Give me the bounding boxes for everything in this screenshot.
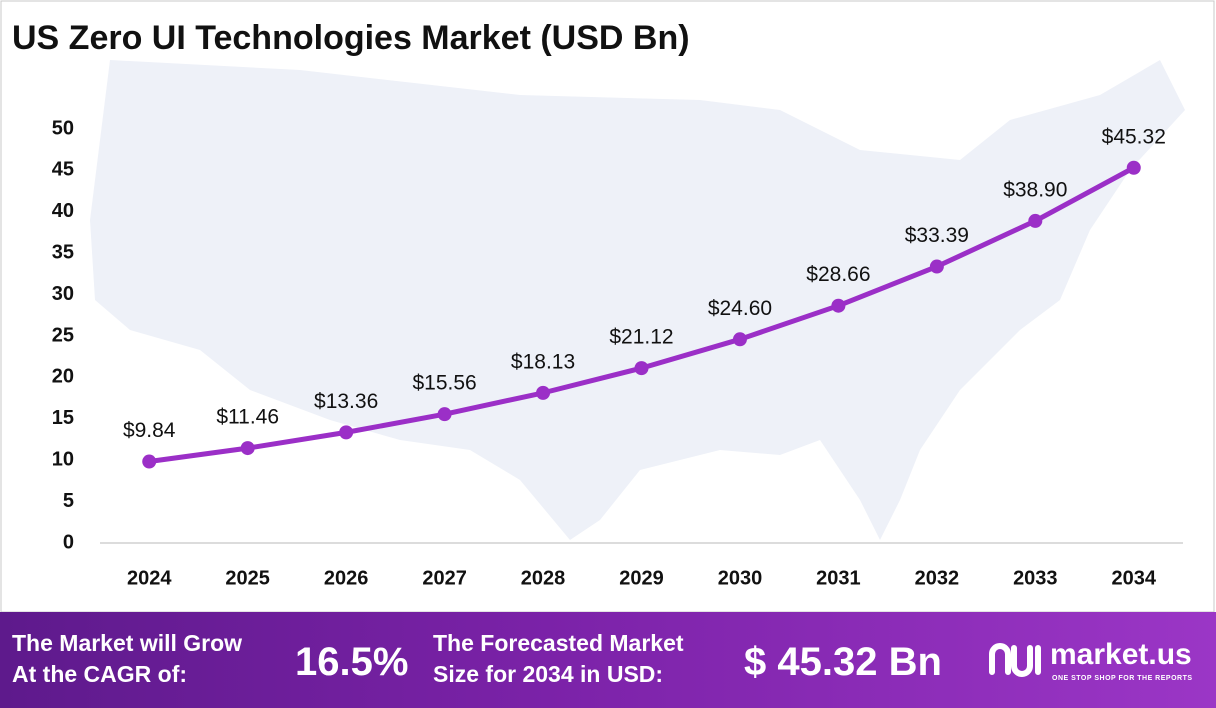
forecast-label-line: Size for 2034 in USD: <box>433 661 664 687</box>
map-background <box>90 60 1185 540</box>
growth-label: The Market will Grow At the CAGR of: <box>12 628 242 690</box>
y-tick-label: 40 <box>52 200 74 222</box>
value-label: $15.56 <box>412 372 476 395</box>
forecast-value: $ 45.32 Bn <box>744 640 942 684</box>
chart: US Zero UI Technologies Market (USD Bn) … <box>0 0 1215 612</box>
growth-label-line: At the CAGR of: <box>12 661 188 687</box>
x-tick-label: 2026 <box>324 567 369 589</box>
x-tick-label: 2034 <box>1112 567 1157 589</box>
data-point <box>634 361 649 376</box>
value-label: $28.66 <box>806 263 870 286</box>
chart-title: US Zero UI Technologies Market (USD Bn) <box>12 19 690 57</box>
data-point <box>929 259 944 274</box>
x-tick-label: 2028 <box>521 567 566 589</box>
data-point <box>240 441 255 456</box>
data-point <box>339 425 354 440</box>
y-tick-label: 50 <box>52 117 74 139</box>
value-label: $11.46 <box>216 406 279 429</box>
brand-tagline: ONE STOP SHOP FOR THE REPORTS <box>1052 675 1193 682</box>
y-tick-label: 10 <box>52 448 74 470</box>
cagr-value: 16.5% <box>295 640 409 684</box>
x-tick-label: 2024 <box>127 567 172 589</box>
y-tick-label: 25 <box>52 324 74 346</box>
data-point <box>1126 160 1141 175</box>
y-tick-label: 20 <box>52 366 74 388</box>
value-label: $24.60 <box>708 297 772 320</box>
data-point <box>1028 213 1043 228</box>
data-point <box>142 454 157 469</box>
brand-icon <box>989 643 1041 677</box>
x-tick-label: 2025 <box>225 567 270 589</box>
data-point <box>536 385 551 400</box>
x-tick-label: 2029 <box>619 567 664 589</box>
y-tick-label: 35 <box>52 241 74 263</box>
footer-banner: The Market will Grow At the CAGR of: 16.5… <box>0 612 1216 708</box>
value-label: $9.84 <box>123 419 176 442</box>
forecast-label: The Forecasted Market Size for 2034 in US… <box>433 628 684 690</box>
x-tick-label: 2030 <box>718 567 763 589</box>
data-point <box>437 407 452 422</box>
value-label: $18.13 <box>511 350 575 373</box>
x-tick-label: 2032 <box>915 567 960 589</box>
y-tick-label: 15 <box>52 407 74 429</box>
value-label: $13.36 <box>314 390 378 413</box>
y-tick-label: 0 <box>63 531 74 553</box>
value-label: $33.39 <box>905 224 969 247</box>
value-label: $21.12 <box>609 326 673 349</box>
brand-name: market.us <box>1050 638 1192 671</box>
y-tick-label: 30 <box>52 283 74 305</box>
value-label: $38.90 <box>1003 178 1067 201</box>
forecast-label-line: The Forecasted Market <box>433 630 684 656</box>
x-tick-label: 2031 <box>816 567 861 589</box>
data-point <box>831 298 846 313</box>
data-point <box>732 332 747 347</box>
y-tick-label: 45 <box>52 159 74 181</box>
x-tick-label: 2027 <box>422 567 467 589</box>
x-tick-label: 2033 <box>1013 567 1058 589</box>
y-tick-label: 5 <box>63 490 74 512</box>
value-label: $45.32 <box>1102 125 1166 148</box>
growth-label-line: The Market will Grow <box>12 630 243 656</box>
